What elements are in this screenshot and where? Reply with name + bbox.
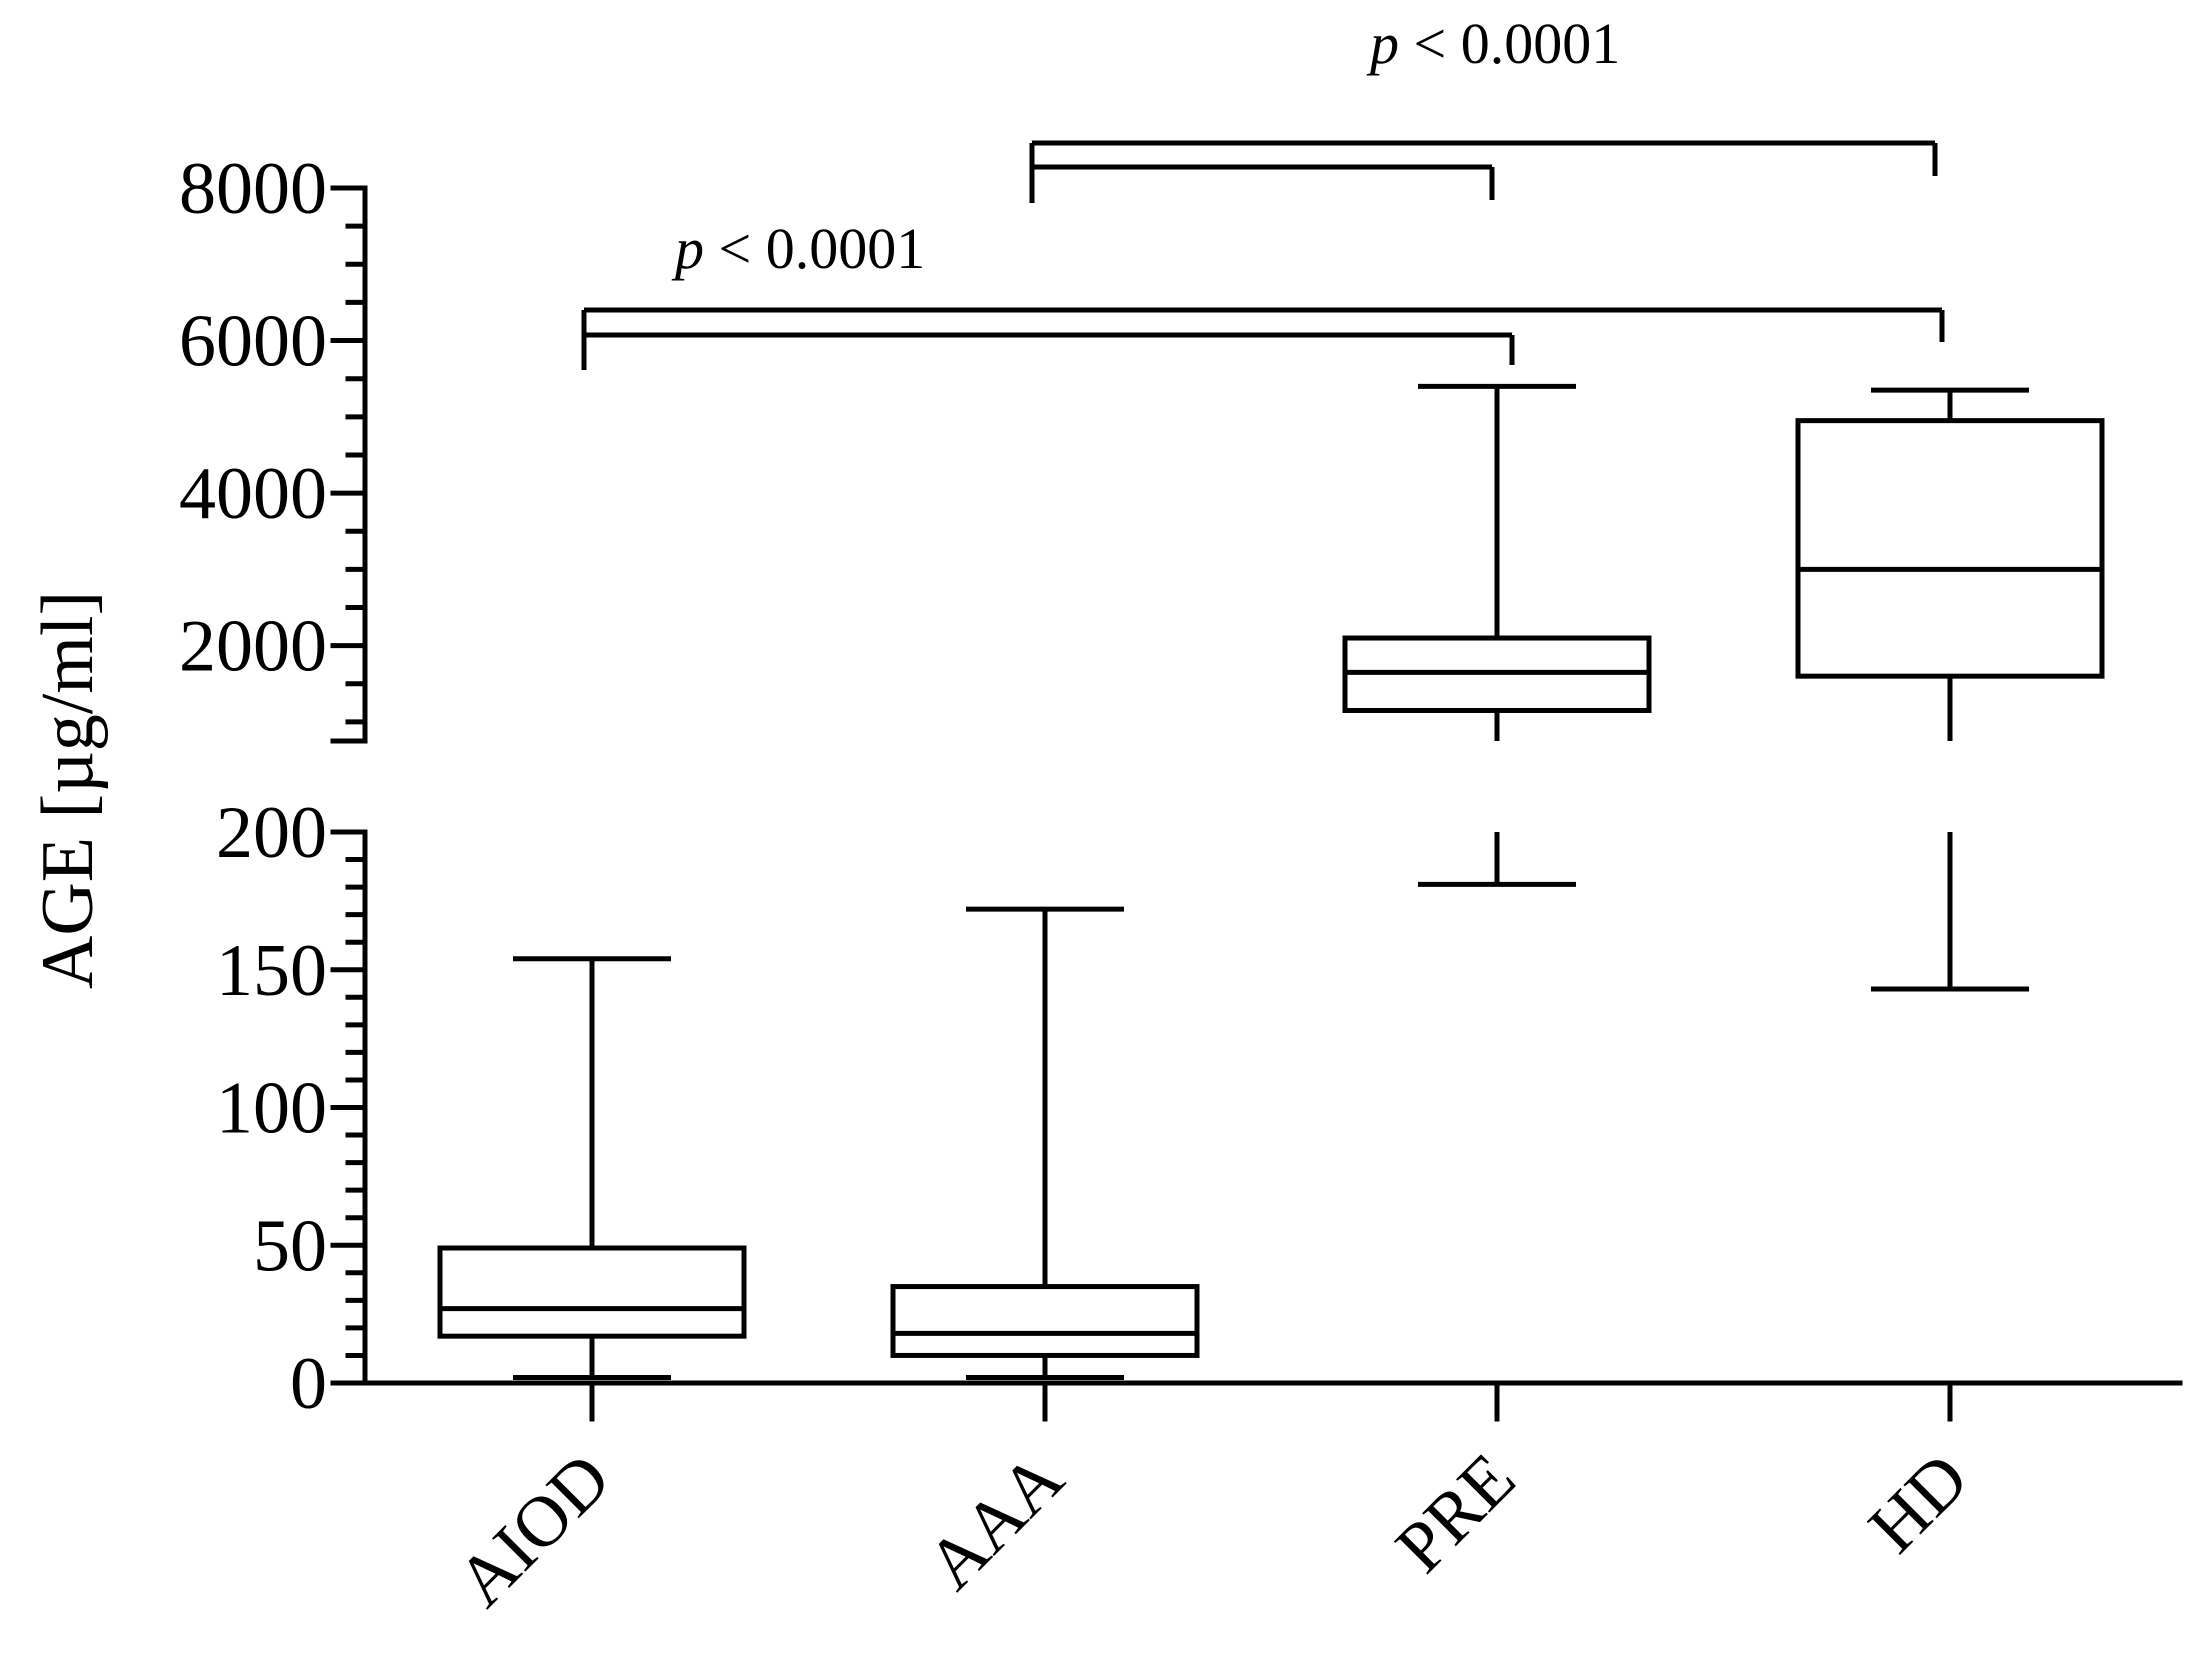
p-value-label: p < 0.0001 [671, 216, 925, 281]
y-tick-label: 0 [290, 1343, 327, 1425]
y-tick-label: 100 [216, 1068, 327, 1150]
box-iqr [890, 1284, 1200, 1358]
box-hd [1795, 387, 2105, 992]
comparison-aiod: p < 0.0001 [581, 216, 1945, 370]
box-iqr [1795, 418, 2105, 679]
y-tick-label: 200 [216, 792, 327, 874]
p-threshold: < 0.0001 [704, 216, 925, 281]
comparison-aaa: p < 0.0001 [1029, 11, 1938, 203]
p-threshold: < 0.0001 [1399, 11, 1620, 76]
box-aiod [437, 956, 747, 1380]
p-symbol: p [1366, 11, 1399, 76]
box-aaa [890, 906, 1200, 1380]
axes: 0 50 100 150 200 2000 4000 6000 8000 AIOD AAA PRE HD [179, 148, 2183, 1622]
x-tick-label: HD [1853, 1438, 1983, 1568]
y-tick-label: 150 [216, 930, 327, 1012]
y-tick-label: 6000 [179, 301, 327, 383]
boxes [437, 383, 2105, 1380]
x-tick-label: PRE [1380, 1438, 1530, 1588]
y-tick-label: 4000 [179, 453, 327, 535]
y-tick-label: 50 [253, 1205, 327, 1287]
y-tick-label: 8000 [179, 148, 327, 230]
x-tick-label: AAA [911, 1438, 1078, 1605]
p-symbol: p [671, 216, 704, 281]
y-tick-label: 2000 [179, 606, 327, 688]
box-pre [1342, 383, 1652, 887]
box-iqr [437, 1245, 747, 1339]
p-value-label: p < 0.0001 [1366, 11, 1620, 76]
y-axis-label: AGE [µg/ml] [27, 591, 109, 989]
x-tick-label: AIOD [441, 1438, 625, 1622]
